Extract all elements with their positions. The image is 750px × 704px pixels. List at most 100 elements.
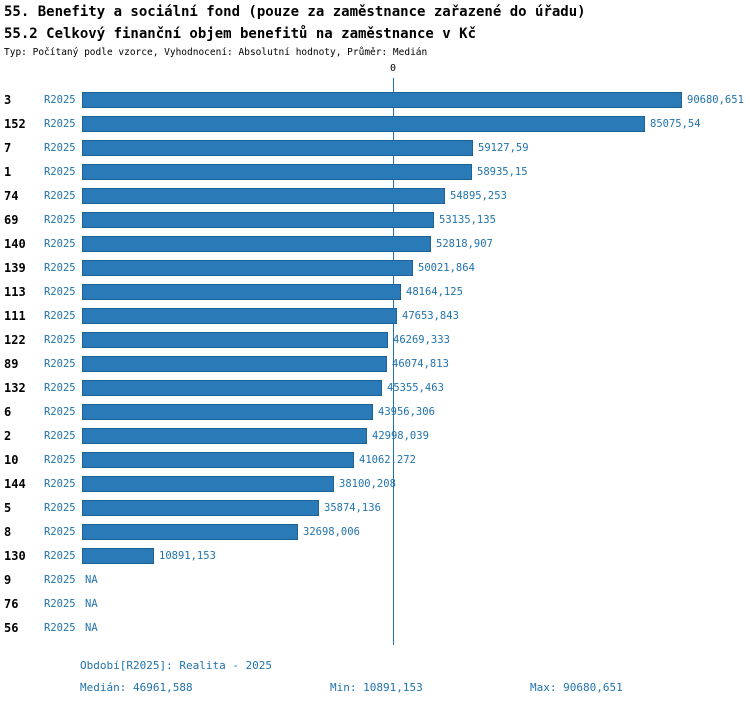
row-id-label: 113 [4, 285, 26, 299]
chart-row: 1 R2025 58935,15 [0, 160, 750, 184]
value-bar [82, 428, 367, 444]
median-line [393, 78, 394, 645]
footer-period-label: Období[R2025]: Realita - 2025 [80, 659, 273, 672]
footer-min-label: Min: 10891,153 [330, 681, 423, 694]
value-bar [82, 500, 319, 516]
value-label: 46074,813 [392, 358, 449, 370]
value-bar [82, 164, 472, 180]
row-id-label: 56 [4, 621, 19, 635]
value-label: NA [85, 598, 98, 610]
row-period-label: R2025 [44, 286, 76, 298]
chart-row: 132 R2025 45355,463 [0, 376, 750, 400]
footer-max-label: Max: 90680,651 [530, 681, 623, 694]
chart-row: 144 R2025 38100,208 [0, 472, 750, 496]
value-bar [82, 308, 397, 324]
row-id-label: 7 [4, 141, 12, 155]
chart-row: 8 R2025 32698,006 [0, 520, 750, 544]
row-period-label: R2025 [44, 190, 76, 202]
value-bar [82, 260, 413, 276]
row-id-label: 2 [4, 429, 12, 443]
row-period-label: R2025 [44, 382, 76, 394]
chart-row: 10 R2025 41062,272 [0, 448, 750, 472]
chart-row: 7 R2025 59127,59 [0, 136, 750, 160]
value-bar [82, 236, 431, 252]
value-bar [82, 452, 354, 468]
axis-zero-label: 0 [389, 63, 397, 74]
value-bar [82, 380, 382, 396]
value-label: 10891,153 [159, 550, 216, 562]
chart-row: 89 R2025 46074,813 [0, 352, 750, 376]
row-id-label: 1 [4, 165, 12, 179]
row-id-label: 139 [4, 261, 26, 275]
row-id-label: 122 [4, 333, 26, 347]
row-period-label: R2025 [44, 94, 76, 106]
chart-row: 9 R2025 NA [0, 568, 750, 592]
value-label: 41062,272 [359, 454, 416, 466]
row-id-label: 3 [4, 93, 12, 107]
chart-row: 76 R2025 NA [0, 592, 750, 616]
chart-title-line1: 55. Benefity a sociální fond (pouze za z… [4, 4, 586, 20]
row-period-label: R2025 [44, 550, 76, 562]
value-label: 53135,135 [439, 214, 496, 226]
value-bar [82, 140, 473, 156]
row-period-label: R2025 [44, 622, 76, 634]
value-bar [82, 188, 445, 204]
value-bar [82, 284, 401, 300]
row-period-label: R2025 [44, 166, 76, 178]
chart-row: 3 R2025 90680,651 [0, 88, 750, 112]
row-id-label: 76 [4, 597, 19, 611]
row-id-label: 89 [4, 357, 19, 371]
row-id-label: 140 [4, 237, 26, 251]
value-label: 85075,54 [650, 118, 701, 130]
row-period-label: R2025 [44, 118, 76, 130]
value-bar [82, 524, 298, 540]
row-period-label: R2025 [44, 358, 76, 370]
value-label: 58935,15 [477, 166, 528, 178]
row-id-label: 6 [4, 405, 12, 419]
value-bar [82, 476, 334, 492]
row-period-label: R2025 [44, 334, 76, 346]
value-label: 35874,136 [324, 502, 381, 514]
row-id-label: 10 [4, 453, 19, 467]
row-period-label: R2025 [44, 238, 76, 250]
value-bar [82, 92, 682, 108]
chart-row: 69 R2025 53135,135 [0, 208, 750, 232]
row-period-label: R2025 [44, 142, 76, 154]
value-bar [82, 116, 645, 132]
value-label: 46269,333 [393, 334, 450, 346]
row-id-label: 9 [4, 573, 12, 587]
chart-subtitle: Typ: Počítaný podle vzorce, Vyhodnocení:… [4, 47, 428, 58]
chart-row: 152 R2025 85075,54 [0, 112, 750, 136]
value-label: 59127,59 [478, 142, 529, 154]
chart-row: 113 R2025 48164,125 [0, 280, 750, 304]
row-period-label: R2025 [44, 262, 76, 274]
value-label: 42998,039 [372, 430, 429, 442]
value-label: 52818,907 [436, 238, 493, 250]
value-label: 90680,651 [687, 94, 744, 106]
row-id-label: 111 [4, 309, 26, 323]
row-period-label: R2025 [44, 310, 76, 322]
row-id-label: 144 [4, 477, 26, 491]
chart-row: 139 R2025 50021,864 [0, 256, 750, 280]
value-label: 32698,006 [303, 526, 360, 538]
chart-row: 74 R2025 54895,253 [0, 184, 750, 208]
row-period-label: R2025 [44, 574, 76, 586]
value-bar [82, 332, 388, 348]
row-id-label: 69 [4, 213, 19, 227]
value-label: NA [85, 622, 98, 634]
value-label: NA [85, 574, 98, 586]
chart-row: 122 R2025 46269,333 [0, 328, 750, 352]
value-label: 48164,125 [406, 286, 463, 298]
row-period-label: R2025 [44, 430, 76, 442]
row-id-label: 152 [4, 117, 26, 131]
row-id-label: 132 [4, 381, 26, 395]
value-bar [82, 548, 154, 564]
chart-rows: 3 R2025 90680,651 152 R2025 85075,54 7 R2025 591… [0, 88, 750, 640]
row-period-label: R2025 [44, 214, 76, 226]
row-period-label: R2025 [44, 526, 76, 538]
row-period-label: R2025 [44, 478, 76, 490]
value-label: 54895,253 [450, 190, 507, 202]
row-id-label: 8 [4, 525, 12, 539]
chart-row: 56 R2025 NA [0, 616, 750, 640]
